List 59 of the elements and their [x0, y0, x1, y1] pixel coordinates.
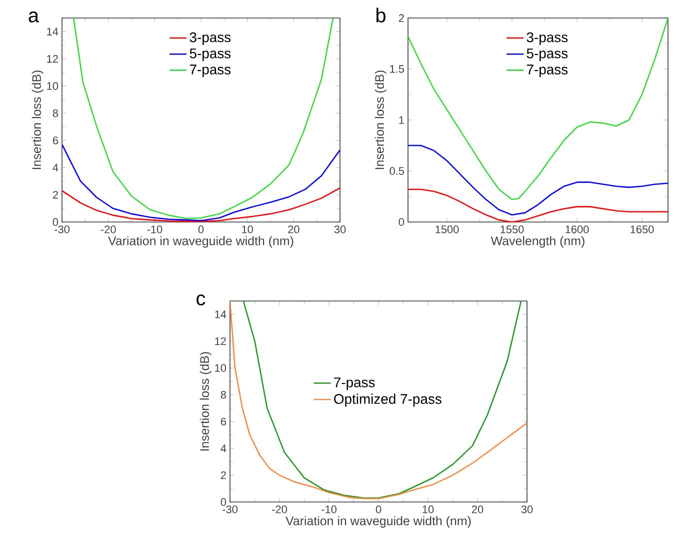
chart-title: a	[28, 12, 40, 22]
x-tick-label: 10	[242, 226, 253, 234]
chart-title: c	[196, 294, 206, 306]
legend-label: 7-pass	[526, 64, 568, 78]
x-axis-title: Variation in waveguide width (nm)	[286, 516, 471, 528]
y-tick-label: 0.5	[390, 167, 404, 175]
y-tick-label: 1.5	[390, 65, 404, 73]
x-tick-label: -20	[272, 506, 287, 514]
y-tick-label: 0	[220, 498, 226, 506]
x-tick-label: -20	[100, 226, 116, 234]
y-tick-label: 12	[215, 337, 226, 346]
x-tick-label: 1650	[630, 226, 654, 234]
legend-label: 7-pass	[334, 378, 375, 390]
y-tick-label: 6	[220, 418, 226, 426]
y-tick-label: 8	[220, 390, 226, 399]
y-tick-label: 0	[398, 218, 404, 226]
x-tick-label: 1550	[500, 226, 524, 234]
x-axis-title: Variation in waveguide width (nm)	[108, 236, 294, 248]
x-tick-label: 30	[334, 226, 346, 234]
x-tick-label: 20	[472, 506, 484, 514]
legend-label: Optimized 7-pass	[334, 394, 442, 407]
y-tick-label: 10	[47, 82, 58, 90]
y-tick-label: 14	[47, 28, 58, 36]
line-series	[62, 187, 340, 222]
legend-label: 5-pass	[526, 48, 568, 62]
y-tick-label: 0	[52, 218, 58, 226]
y-axis-title: Insertion loss (dB)	[374, 70, 386, 170]
x-tick-label: 30	[521, 506, 533, 514]
x-tick-label: 20	[288, 226, 300, 234]
y-axis-title: Insertion loss (dB)	[32, 70, 44, 170]
y-tick-label: 10	[215, 364, 226, 372]
y-tick-label: 1	[399, 116, 404, 124]
x-tick-label: -10	[322, 506, 336, 514]
x-tick-label: 1600	[566, 226, 589, 234]
x-axis-title: Wavelength (nm)	[490, 236, 584, 248]
y-tick-label: 14	[215, 310, 226, 318]
legend-label: 7-pass	[190, 64, 231, 78]
y-tick-label: 2	[220, 471, 226, 480]
y-tick-label: 4	[220, 444, 226, 452]
x-tick-label: 10	[422, 506, 434, 514]
legend-label: 3-pass	[190, 32, 231, 45]
legend-label: 5-pass	[190, 48, 231, 62]
legend-label: 3-pass	[526, 32, 568, 45]
line-series	[72, 18, 334, 220]
x-tick-label: 1500	[436, 226, 459, 234]
x-tick-label: -10	[147, 226, 162, 234]
y-tick-label: 6	[52, 136, 58, 144]
chart-title: b	[376, 8, 386, 22]
y-tick-label: 4	[52, 164, 58, 172]
y-axis-title: Insertion loss (dB)	[200, 352, 212, 451]
x-tick-label: -30	[54, 226, 70, 234]
y-tick-label: 12	[47, 54, 58, 63]
y-tick-label: 2	[52, 190, 58, 199]
y-tick-label: 2	[398, 14, 404, 22]
line-series	[62, 144, 340, 222]
x-tick-label: -30	[222, 506, 238, 514]
y-tick-label: 8	[52, 109, 58, 118]
x-tick-label: 0	[376, 506, 382, 514]
x-tick-label: 0	[198, 226, 204, 234]
